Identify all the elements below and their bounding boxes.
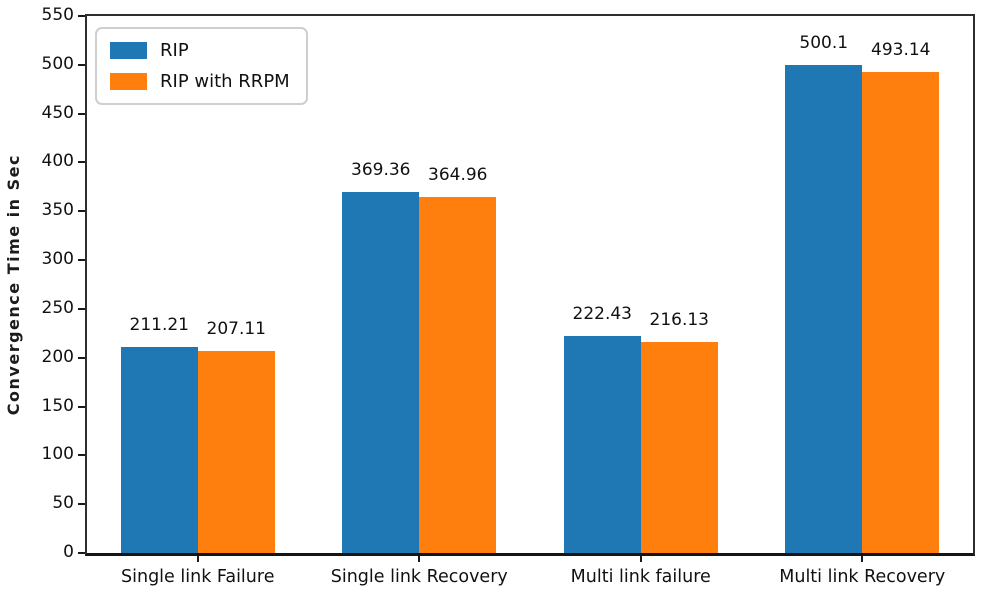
y-tick-label-550: 550 xyxy=(41,5,74,25)
bar-value-label-rip-single-link-failure: 211.21 xyxy=(129,314,189,335)
legend: RIP RIP with RRPM xyxy=(95,27,308,105)
bar-value-label-rip-with-rrpm-single-link-recovery: 364.96 xyxy=(428,164,488,185)
x-tick-label-multi-link-failure: Multi link failure xyxy=(570,567,711,587)
bar-value-label-rip-with-rrpm-multi-link-recovery: 493.14 xyxy=(871,39,931,60)
x-tick-mark-single-link-recovery xyxy=(418,556,421,562)
y-tick-mark-250 xyxy=(78,307,85,310)
y-tick-label-350: 350 xyxy=(41,200,74,221)
legend-swatch-rip-with-rrpm xyxy=(110,73,147,90)
bar-rip-with-rrpm-single-link-recovery xyxy=(419,196,497,553)
x-tick-label-single-link-failure: Single link Failure xyxy=(121,567,275,587)
y-tick-label-200: 200 xyxy=(41,346,74,367)
y-tick-mark-50 xyxy=(78,503,85,506)
bar-value-label-rip-single-link-recovery: 369.36 xyxy=(351,160,411,181)
y-tick-label-100: 100 xyxy=(41,444,74,465)
y-tick-mark-450 xyxy=(78,112,85,115)
y-tick-label-250: 250 xyxy=(41,297,74,318)
bar-rip-single-link-failure xyxy=(120,346,198,553)
y-tick-label-150: 150 xyxy=(41,395,74,416)
bar-value-label-rip-multi-link-recovery: 500.1 xyxy=(799,32,849,53)
legend-item-rip: RIP xyxy=(110,40,290,61)
legend-label-rip-with-rrpm: RIP with RRPM xyxy=(160,71,290,92)
y-tick-mark-200 xyxy=(78,356,85,359)
legend-swatch-rip xyxy=(110,42,147,59)
y-tick-mark-150 xyxy=(78,405,85,408)
y-tick-label-300: 300 xyxy=(41,249,74,270)
x-tick-label-single-link-recovery: Single link Recovery xyxy=(330,567,508,587)
bar-rip-multi-link-failure xyxy=(563,335,641,553)
y-tick-label-0: 0 xyxy=(63,542,74,562)
bar-value-label-rip-with-rrpm-single-link-failure: 207.11 xyxy=(206,318,266,339)
bar-rip-with-rrpm-multi-link-recovery xyxy=(862,71,940,553)
bar-rip-multi-link-recovery xyxy=(785,64,863,553)
legend-label-rip: RIP xyxy=(160,40,189,61)
bar-rip-with-rrpm-multi-link-failure xyxy=(640,341,718,553)
bar-value-label-rip-multi-link-failure: 222.43 xyxy=(572,303,632,324)
x-tick-label-multi-link-recovery: Multi link Recovery xyxy=(779,567,946,587)
x-tick-mark-multi-link-failure xyxy=(639,556,642,562)
y-tick-mark-0 xyxy=(78,552,85,554)
y-axis-title-text: Convergence Time in Sec xyxy=(3,154,23,416)
y-axis-title: Convergence Time in Sec xyxy=(2,14,24,556)
bar-value-label-rip-with-rrpm-multi-link-failure: 216.13 xyxy=(649,309,709,330)
y-tick-label-500: 500 xyxy=(41,53,74,74)
bar-rip-single-link-recovery xyxy=(342,192,420,553)
legend-item-rip-with-rrpm: RIP with RRPM xyxy=(110,71,290,92)
x-tick-mark-multi-link-recovery xyxy=(861,556,864,562)
y-tick-label-400: 400 xyxy=(41,151,74,172)
y-tick-mark-500 xyxy=(78,63,85,66)
y-tick-label-50: 50 xyxy=(52,493,74,514)
y-tick-mark-100 xyxy=(78,454,85,457)
y-tick-mark-300 xyxy=(78,259,85,262)
y-tick-mark-400 xyxy=(78,161,85,164)
bar-rip-with-rrpm-single-link-failure xyxy=(197,350,275,553)
y-tick-mark-550 xyxy=(78,15,85,17)
y-tick-mark-350 xyxy=(78,210,85,213)
plot-area: 211.21 207.11 369.36 364.96 222.43 216.13 500.… xyxy=(85,14,975,556)
y-tick-label-450: 450 xyxy=(41,102,74,123)
x-tick-mark-single-link-failure xyxy=(196,556,199,562)
